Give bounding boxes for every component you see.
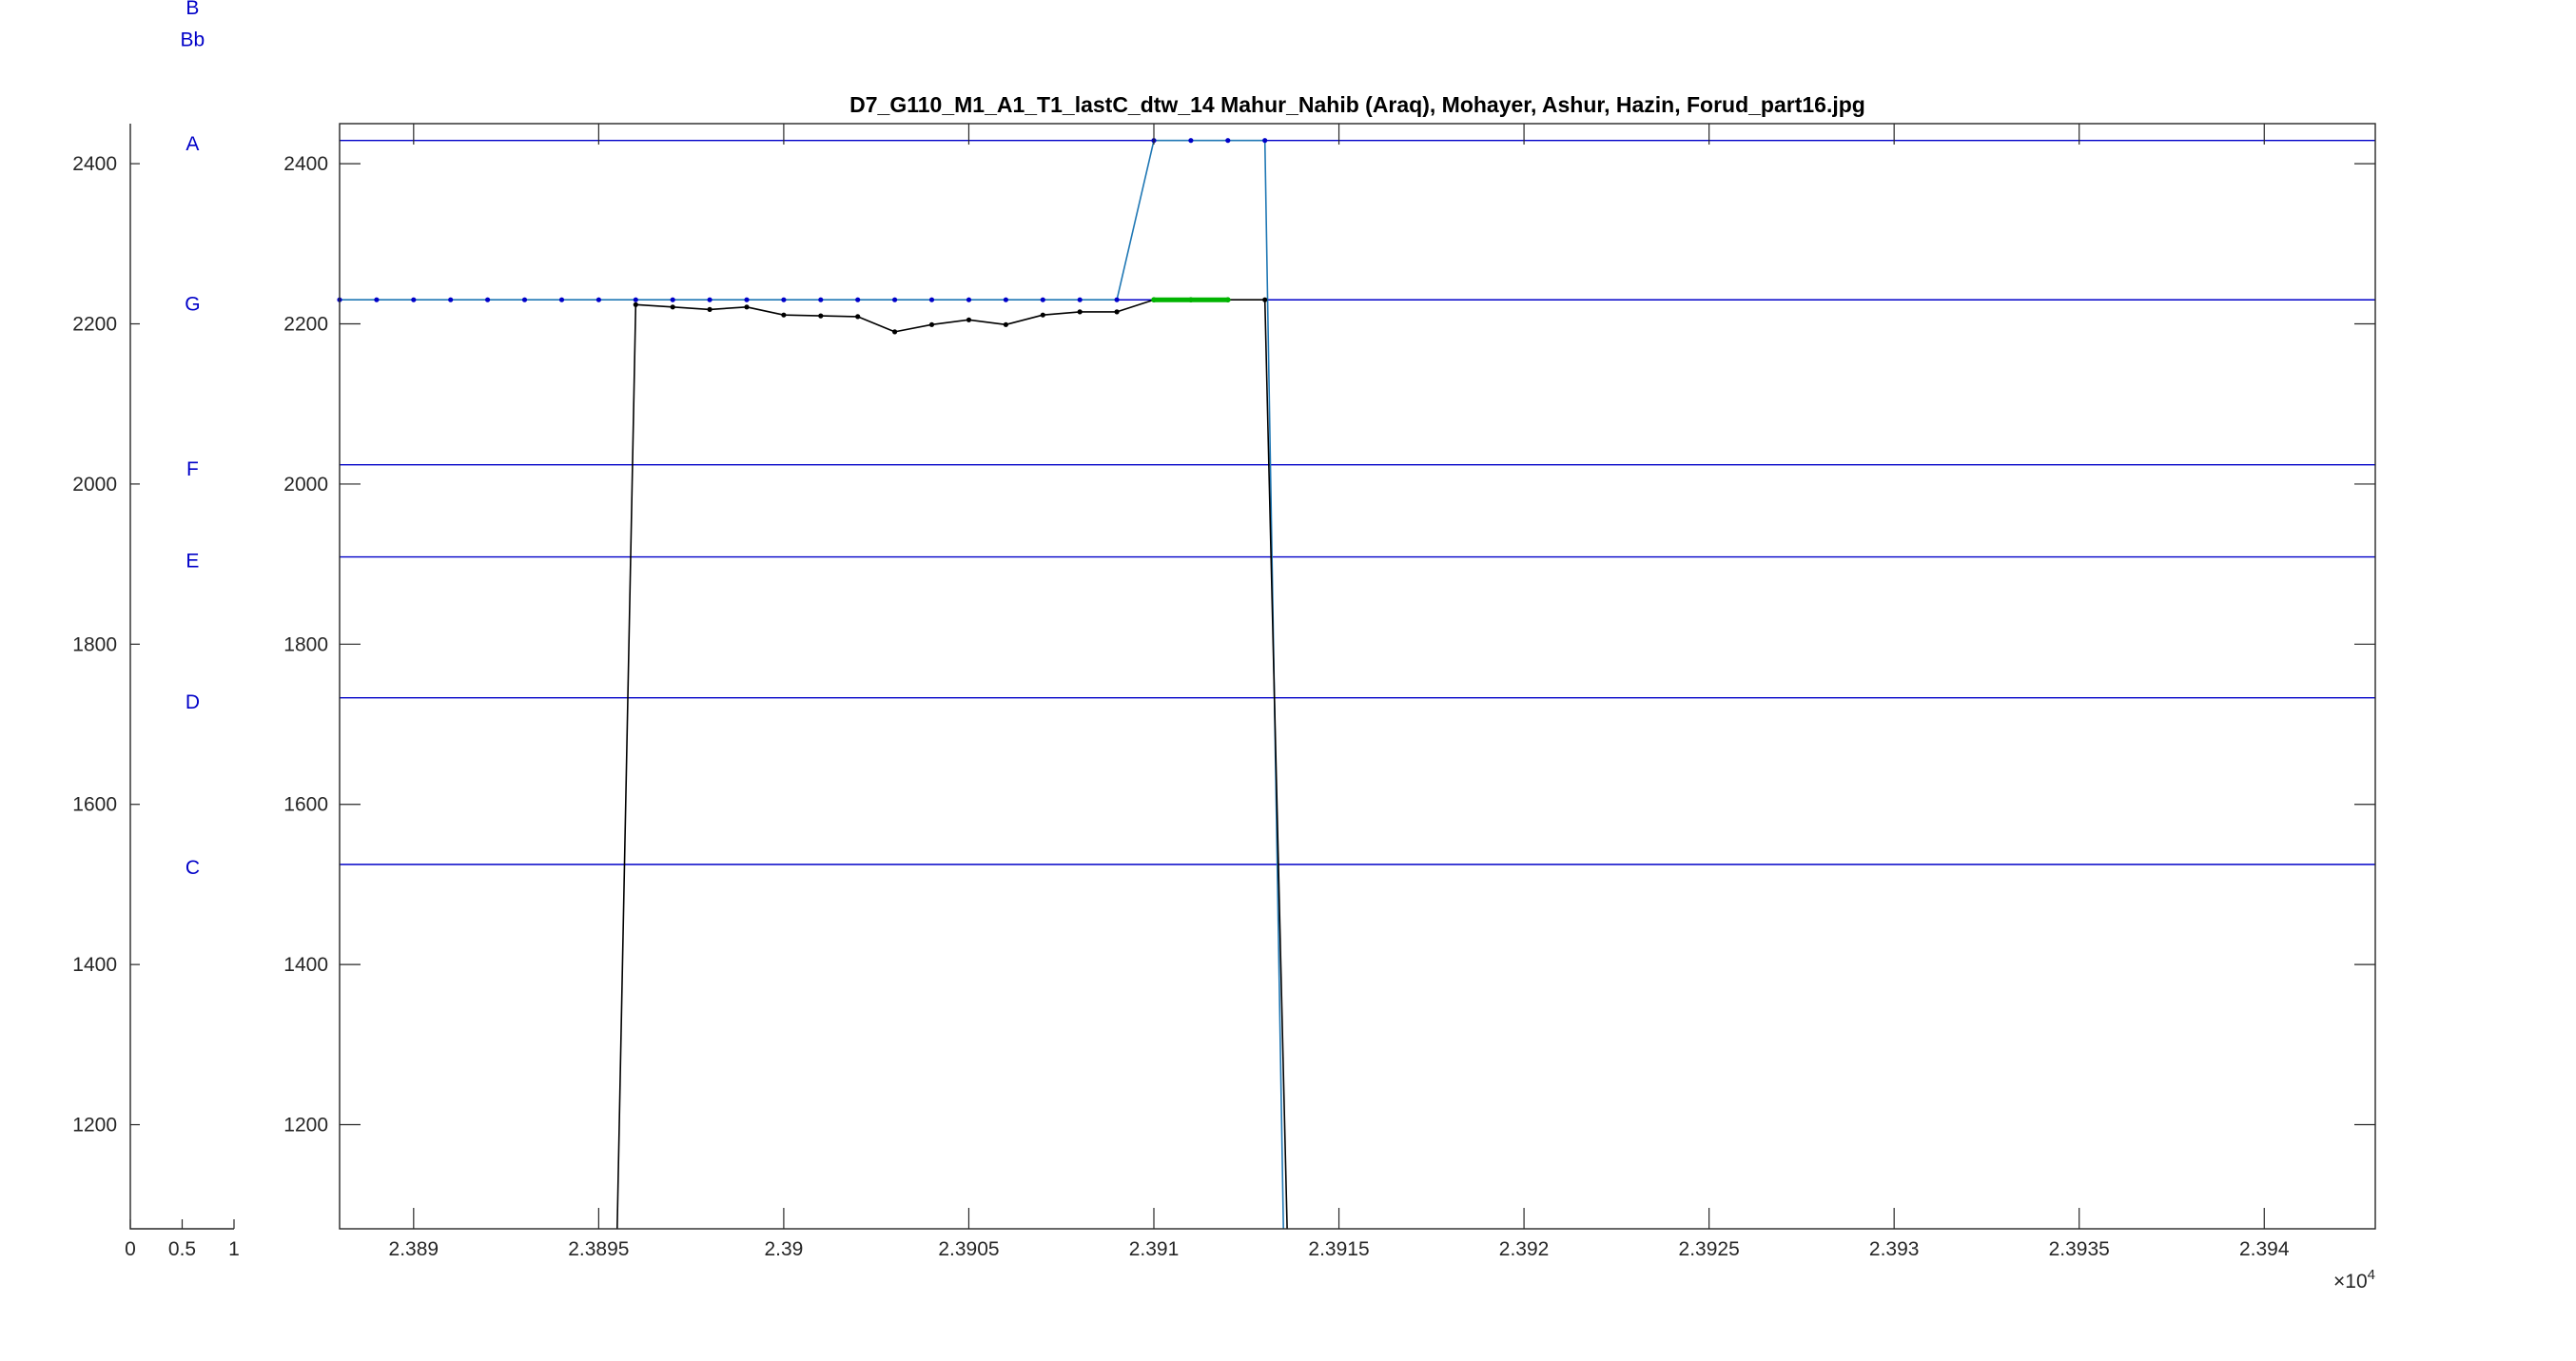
series-2-point <box>781 312 787 318</box>
main-x-tick-label: 2.393 <box>1869 1238 1920 1260</box>
series-1-point <box>855 297 861 302</box>
series-3-point <box>1151 297 1157 303</box>
series-3-point <box>1188 297 1194 303</box>
main-y-tick-label: 1600 <box>283 794 328 816</box>
series-2-point <box>670 304 675 310</box>
series-1-point <box>633 297 638 302</box>
note-label-a: A <box>185 133 199 155</box>
note-label-g: G <box>185 293 200 315</box>
main-axes: 1200 1400 1600 1800 2000 2200 2400 2.389 2.3895 2… <box>283 92 2376 1293</box>
main-y-tick-label: 2000 <box>283 474 328 496</box>
main-x-tick-label: 2.39 <box>764 1238 803 1260</box>
series-2-point <box>1077 309 1083 315</box>
notes-x-tick-label: 1 <box>228 1238 240 1260</box>
note-label-group: B Bb A G F E D C <box>181 0 205 879</box>
series-1-point <box>707 297 712 302</box>
series-1-point <box>595 297 602 302</box>
main-y-tick-label: 1200 <box>283 1115 328 1137</box>
series-1-point <box>1003 297 1008 302</box>
notes-y-tick-label: 2000 <box>72 474 117 496</box>
main-x-tick-label: 2.3915 <box>1308 1238 1369 1260</box>
notes-axes: 1200 1400 1600 1800 2000 2200 2400 0 0.5 1 B Bb A G F… <box>72 0 240 1260</box>
main-x-tick-label: 2.3895 <box>568 1238 629 1260</box>
series-2-point <box>818 313 824 319</box>
series-2-point <box>1003 321 1008 327</box>
series-1-point <box>1225 138 1231 144</box>
series-1-point <box>670 297 675 302</box>
series-1-point <box>374 297 380 302</box>
main-y-tick-label: 1800 <box>283 633 328 655</box>
series-1-point <box>892 297 898 302</box>
series-2-point <box>928 321 935 327</box>
series-1-point <box>1262 138 1268 144</box>
series-1-point <box>1114 297 1120 302</box>
notes-y-tick-label: 1200 <box>72 1115 117 1137</box>
series-2-point <box>744 304 750 310</box>
series-2-point <box>707 306 712 312</box>
series-1-point <box>928 297 935 302</box>
series-1-point <box>521 297 528 302</box>
x-exponent-label: ×104 <box>2333 1267 2375 1293</box>
note-label-e: E <box>185 551 199 573</box>
series-2-point <box>1040 312 1045 318</box>
main-x-tick-label: 2.391 <box>1129 1238 1180 1260</box>
series-2-point <box>855 314 861 320</box>
x-exponent-base: ×10 <box>2333 1271 2368 1293</box>
main-x-tick-label: 2.394 <box>2239 1238 2290 1260</box>
note-label-c: C <box>185 857 200 879</box>
series-1-point <box>1040 297 1045 302</box>
note-label-b: B <box>185 0 199 19</box>
chart-title: D7_G110_M1_A1_T1_lastC_dtw_14 Mahur_Nahi… <box>849 92 1865 117</box>
main-x-tick-label: 2.3905 <box>938 1238 999 1260</box>
notes-y-tick-label: 1400 <box>72 954 117 976</box>
main-x-tick-label: 2.3935 <box>2049 1238 2110 1260</box>
series-2-point <box>633 301 638 307</box>
notes-y-tick-label: 1800 <box>72 633 117 655</box>
main-x-tick-label: 2.389 <box>389 1238 439 1260</box>
main-tick-group: 1200 1400 1600 1800 2000 2200 2400 2.389 2.3895 2… <box>283 124 2375 1260</box>
series-1-point <box>484 297 491 302</box>
series-1-point <box>558 297 565 302</box>
series-1-point <box>1188 138 1194 144</box>
notes-axes-frame <box>129 124 234 1230</box>
series-2-point <box>1114 309 1120 315</box>
series-1-point <box>781 297 787 302</box>
notes-x-tick-label: 0.5 <box>168 1238 196 1260</box>
series-2-point <box>1262 297 1268 302</box>
series-2-point <box>892 329 898 335</box>
series-1-point <box>448 297 454 302</box>
series-2-point <box>966 317 972 322</box>
main-x-tick-label: 2.3925 <box>1679 1238 1740 1260</box>
notes-y-tick-label: 2400 <box>72 153 117 175</box>
notes-y-tick-label: 1600 <box>72 794 117 816</box>
series-1-point <box>744 297 750 302</box>
series-1-point <box>818 297 824 302</box>
note-label-f: F <box>186 458 199 480</box>
series-1-point <box>411 297 417 302</box>
notes-y-tick-label: 2200 <box>72 314 117 336</box>
note-label-d: D <box>185 691 200 713</box>
main-y-tick-label: 2400 <box>283 153 328 175</box>
main-axes-frame <box>339 123 2376 1230</box>
series-1-point <box>1077 297 1083 302</box>
notes-x-tick-label: 0 <box>125 1238 136 1260</box>
main-y-tick-label: 2200 <box>283 314 328 336</box>
note-label-bb: Bb <box>181 29 205 51</box>
main-y-tick-label: 1400 <box>283 954 328 976</box>
notes-tick-group: 1200 1400 1600 1800 2000 2200 2400 0 0.5 1 <box>72 153 240 1260</box>
series-group <box>337 138 1288 1230</box>
series-1-point <box>966 297 972 302</box>
main-x-tick-label: 2.392 <box>1499 1238 1550 1260</box>
x-exponent-power: 4 <box>2368 1267 2375 1283</box>
series-3-point <box>1225 297 1231 303</box>
